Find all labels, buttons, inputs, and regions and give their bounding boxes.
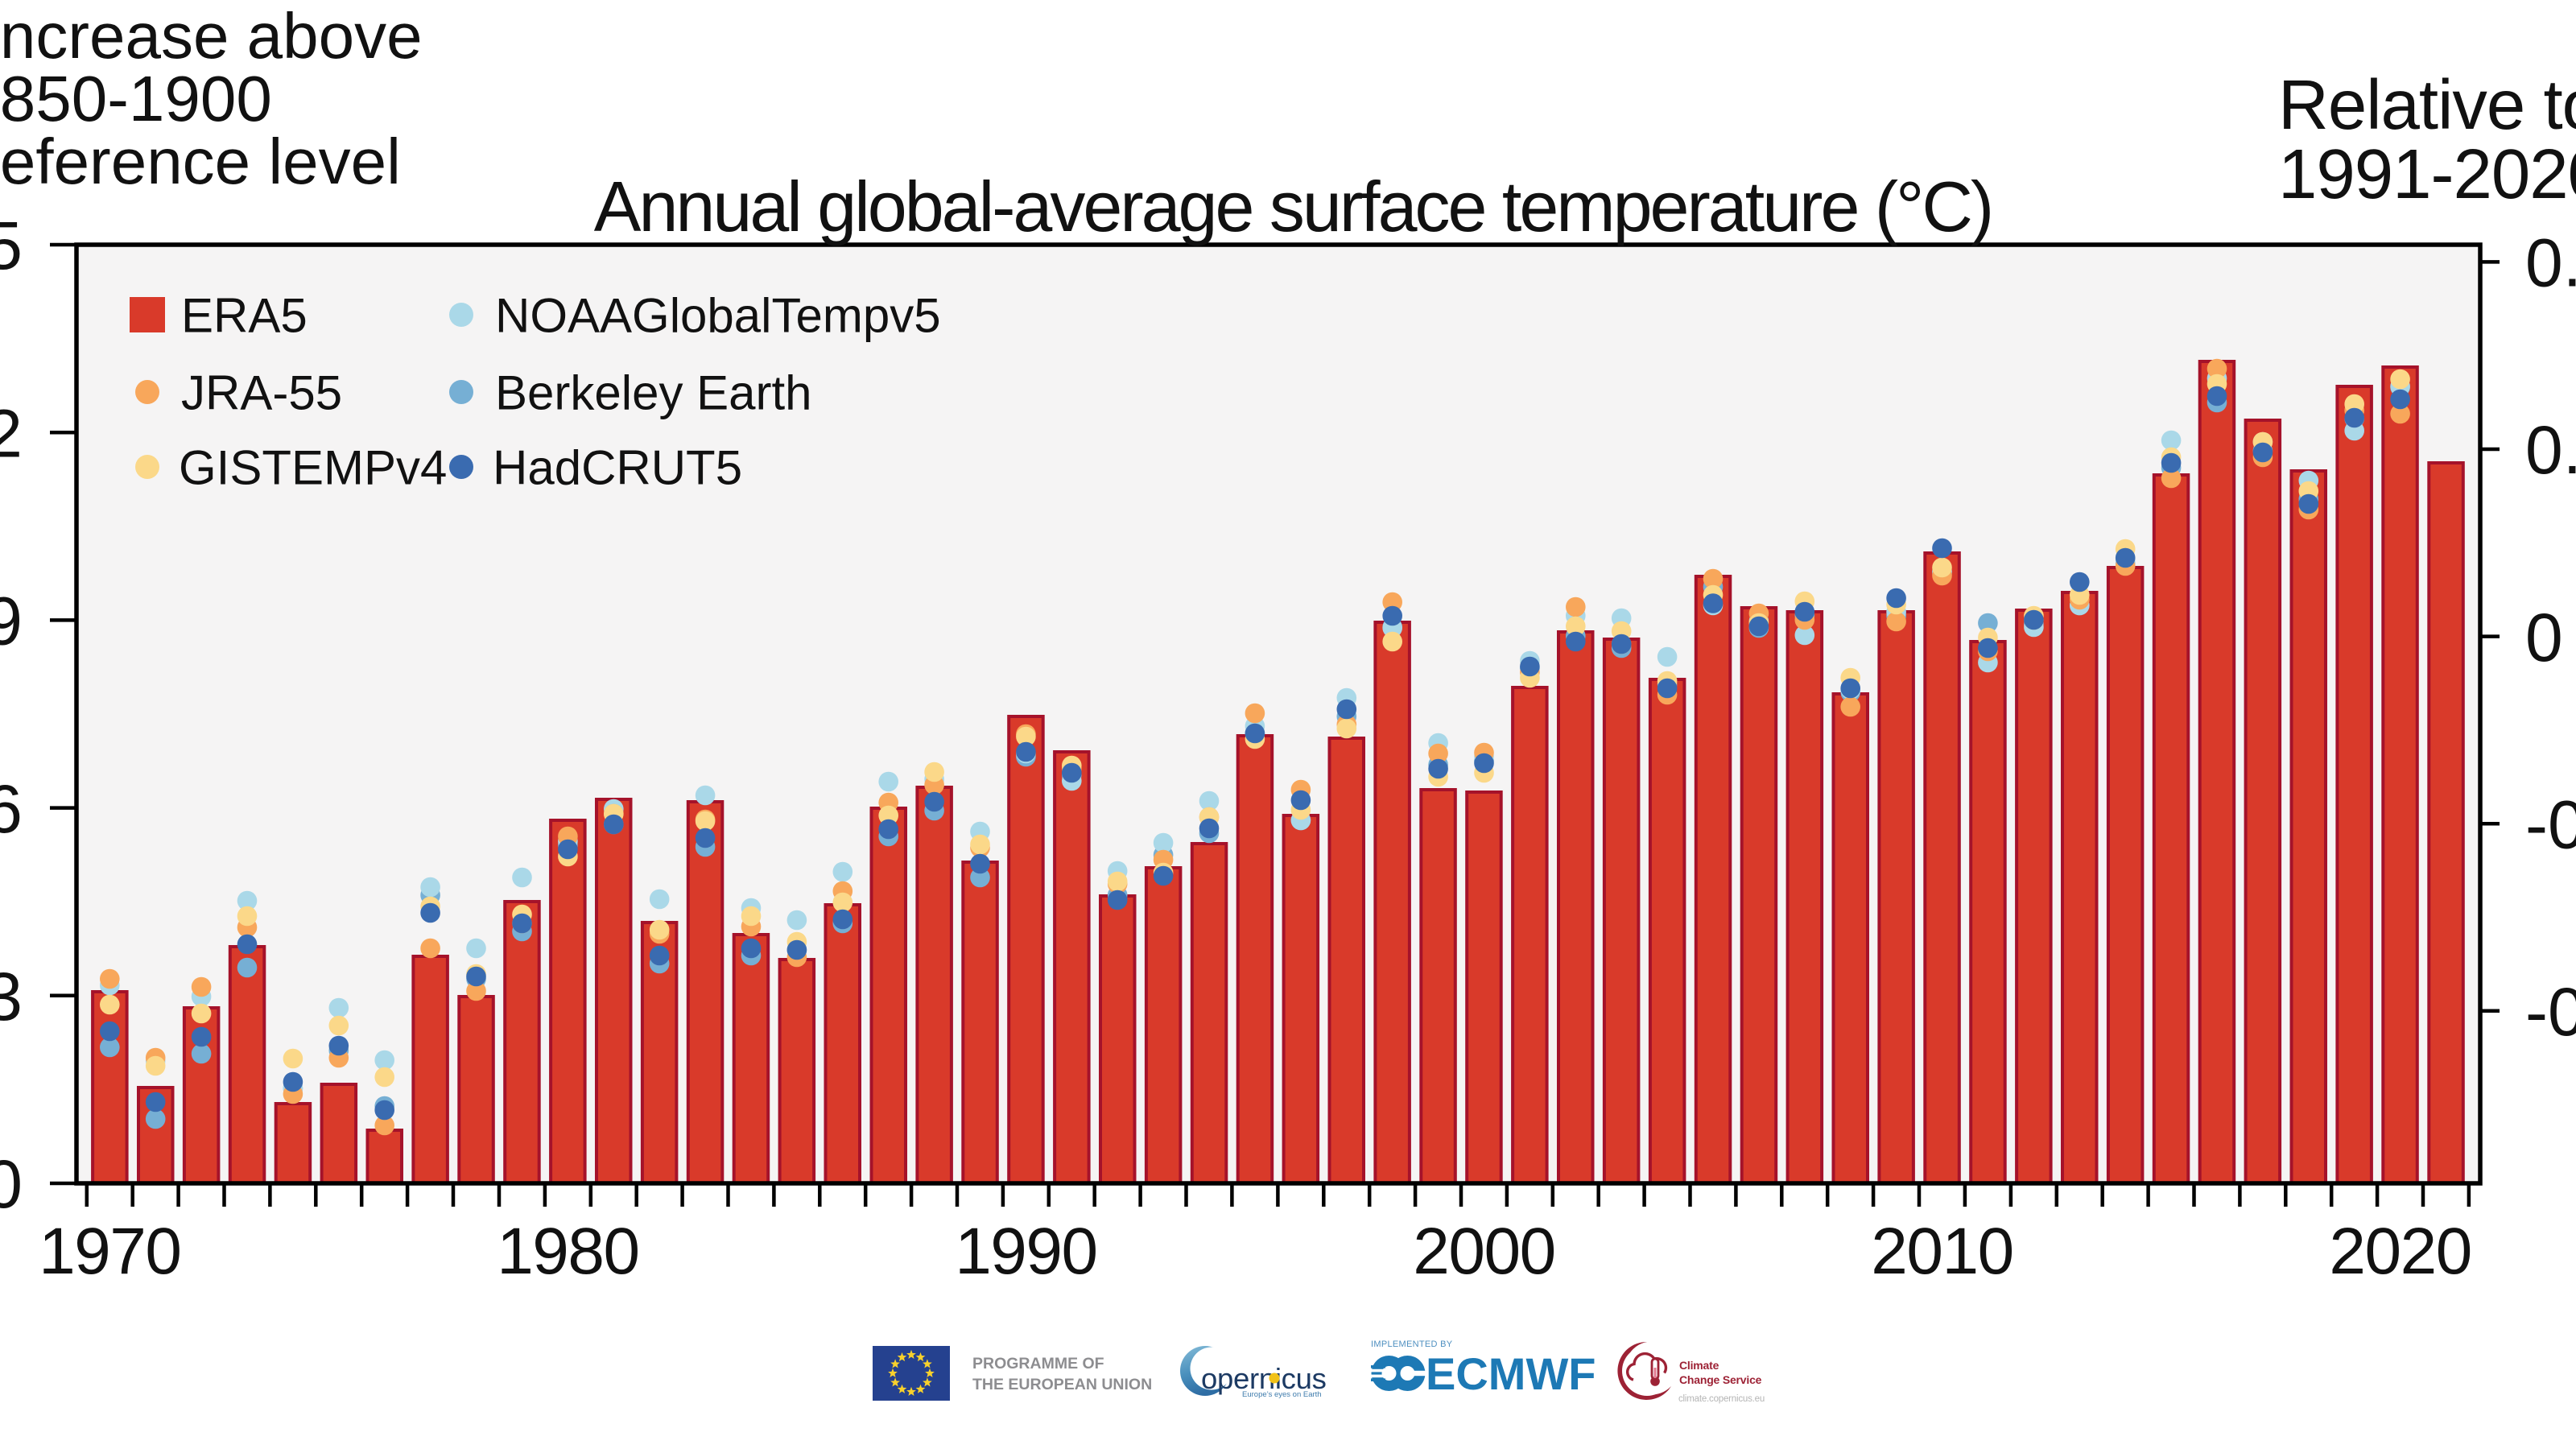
svg-text:1850-1900: 1850-1900 [0,63,272,134]
svg-text:JRA-55: JRA-55 [181,366,342,420]
svg-text:0: 0 [2525,600,2563,675]
svg-text:1.2: 1.2 [0,395,23,471]
svg-text:0.3: 0.3 [0,959,23,1034]
svg-text:1980: 1980 [497,1215,638,1288]
svg-text:-0.3: -0.3 [2525,786,2576,862]
svg-text:GISTEMPv4: GISTEMPv4 [179,441,447,495]
svg-text:0.9: 0.9 [0,584,23,659]
svg-text:NOAAGlobalTempv5: NOAAGlobalTempv5 [495,289,941,343]
svg-text:1970: 1970 [39,1215,180,1288]
svg-text:2010: 2010 [1871,1215,2013,1288]
svg-text:2000: 2000 [1413,1215,1554,1288]
svg-text:0.6: 0.6 [0,771,23,847]
svg-text:climate.copernicus.eu: climate.copernicus.eu [1678,1394,1765,1404]
svg-text:0.3: 0.3 [2525,412,2576,488]
svg-text:Annual global-average surface: Annual global-average surface temperatur… [594,167,1992,246]
svg-text:Change Service: Change Service [1679,1373,1762,1386]
svg-text:Europe’s eyes on Earth: Europe’s eyes on Earth [1242,1390,1322,1399]
svg-text:2020: 2020 [2329,1215,2471,1288]
svg-text:THE EUROPEAN UNION: THE EUROPEAN UNION [972,1376,1152,1393]
svg-text:Climate: Climate [1679,1359,1719,1372]
svg-text:ERA5: ERA5 [181,289,308,343]
svg-text:Increase above: Increase above [0,0,423,72]
svg-text:0.0: 0.0 [0,1146,23,1222]
svg-text:Berkeley Earth: Berkeley Earth [495,366,812,420]
svg-text:IMPLEMENTED BY: IMPLEMENTED BY [1371,1339,1453,1349]
svg-text:1.5: 1.5 [0,208,23,283]
svg-text:1991-2020: 1991-2020 [2278,135,2576,213]
svg-text:-0.6: -0.6 [2525,974,2576,1050]
svg-text:ECMWF: ECMWF [1426,1348,1596,1399]
svg-text:reference level: reference level [0,126,401,197]
svg-text:opernicus: opernicus [1201,1362,1327,1395]
svg-text:PROGRAMME OF: PROGRAMME OF [972,1355,1104,1373]
svg-text:1990: 1990 [955,1215,1096,1288]
svg-text:0.6: 0.6 [2525,225,2576,301]
svg-text:Relative to: Relative to [2278,66,2576,144]
svg-text:HadCRUT5: HadCRUT5 [493,441,742,495]
